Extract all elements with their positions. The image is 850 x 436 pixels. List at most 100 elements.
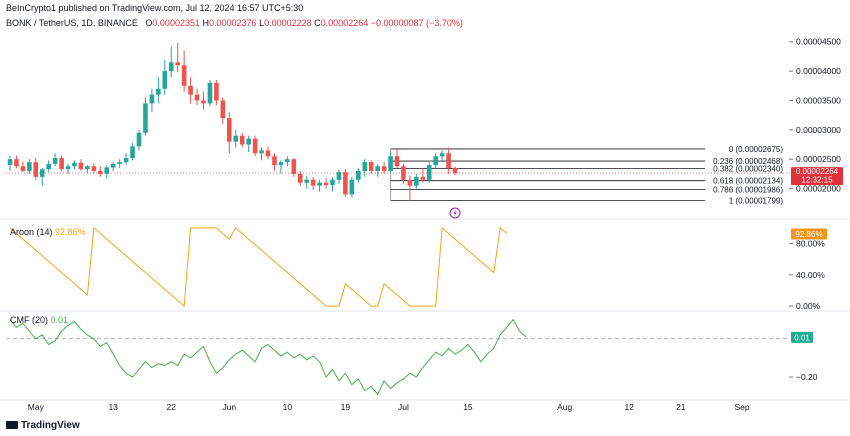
ohlc-open-label: O <box>145 18 153 28</box>
fib-level-label: 0 (0.00002675) <box>729 145 784 154</box>
tradingview-icon <box>6 421 18 429</box>
candle-body <box>65 166 71 170</box>
candle-body <box>330 179 335 186</box>
candlestick-series <box>7 42 458 201</box>
price-tag-box <box>791 167 843 186</box>
fib-level-label: 1 (0.00001799) <box>729 196 784 205</box>
ohlc-change: −0.00000087 (−3.70%) <box>370 18 463 28</box>
ohlc-low-value: 0.00002228 <box>264 18 312 28</box>
candle-body <box>356 170 361 180</box>
x-tick-label: Sep <box>735 402 750 412</box>
cmf-line <box>9 318 527 396</box>
x-tick-label: May <box>28 402 45 412</box>
tradingview-logo[interactable]: TradingView <box>6 420 80 431</box>
candle-body <box>349 179 355 195</box>
candle-body <box>14 159 19 167</box>
candle-body <box>336 172 342 180</box>
cmf-legend[interactable]: CMF (20) 0.01 <box>10 315 68 325</box>
candle-body <box>285 159 290 163</box>
candle-body <box>123 158 129 163</box>
ohlc-open-value: 0.00002351 <box>152 18 200 28</box>
cmf-tag-box <box>791 331 813 343</box>
cmf-legend-value: 0.01 <box>50 315 69 325</box>
candle-body <box>168 62 174 72</box>
y-tick-label: 0.00003500 <box>796 95 841 105</box>
candle-body <box>317 182 322 186</box>
candle-body <box>98 170 103 174</box>
ohlc-close-label: C <box>314 18 321 28</box>
candle-body <box>394 156 400 167</box>
price-tag-countdown: 12:32:15 <box>801 176 833 185</box>
candle-body <box>72 162 77 167</box>
candle-body <box>59 158 64 170</box>
candle-body <box>272 156 277 166</box>
candle-body <box>46 163 51 170</box>
candle-body <box>420 176 426 180</box>
cmf-tag-value: 0.01 <box>794 333 810 342</box>
ohlc-high-label: H <box>202 18 210 28</box>
candle-body <box>33 162 39 177</box>
candle-body <box>110 163 116 168</box>
candle-body <box>149 94 155 104</box>
candle-body <box>91 166 97 171</box>
aroon-legend-value: 92.86% <box>55 227 86 237</box>
candle-body <box>414 176 419 186</box>
symbol-ohlc-line: BONK / TetherUS, 1D, BINANCE O0.00002351… <box>6 18 463 28</box>
candle-body <box>433 156 438 166</box>
candle-body <box>227 118 232 142</box>
candle-body <box>388 156 393 171</box>
candle-body <box>291 159 297 174</box>
candle-body <box>162 71 168 89</box>
price-tag-value: 0.00002264 <box>796 167 839 176</box>
candle-body <box>252 138 258 154</box>
candle-body <box>246 138 251 145</box>
candle-body <box>181 65 187 86</box>
candle-body <box>7 159 13 166</box>
candle-body <box>39 169 45 177</box>
x-tick-label: 21 <box>676 402 686 412</box>
symbol-label: BONK / TetherUS, 1D, BINANCE <box>6 18 138 28</box>
aroon-title: Aroon (14) <box>10 227 53 237</box>
candle-body <box>136 132 142 147</box>
candle-body <box>201 100 206 104</box>
candle-body <box>407 179 413 186</box>
candle-body <box>20 166 26 171</box>
candle-body <box>439 153 445 157</box>
candle-body <box>156 88 161 95</box>
candle-body <box>362 162 368 171</box>
brand-label: TradingView <box>21 420 80 431</box>
aroon-legend[interactable]: Aroon (14) 92.86% <box>10 227 86 237</box>
fib-level-label: 0.786 (0.00001986) <box>713 185 783 194</box>
candle-body <box>207 82 213 104</box>
ohlc-high-value: 0.00002376 <box>209 18 257 28</box>
aroon-y-tick-label: 80.00% <box>796 239 825 249</box>
candle-body <box>27 162 32 171</box>
candle-body <box>446 153 451 168</box>
x-tick-label: 10 <box>283 402 293 412</box>
y-tick-label: 0.00004000 <box>796 66 841 76</box>
ohlc-low-label: L <box>259 18 265 28</box>
candle-body <box>78 162 84 170</box>
candle-body <box>239 135 245 145</box>
candle-body <box>426 165 432 180</box>
candle-body <box>175 62 180 66</box>
candle-body <box>194 94 200 101</box>
candle-body <box>117 162 122 164</box>
y-tick-label: 0.00002500 <box>796 154 841 164</box>
candle-body <box>130 146 135 159</box>
candle-body <box>323 182 329 186</box>
candle-body <box>297 173 303 183</box>
lightning-glyph <box>453 210 458 216</box>
candle-body <box>265 150 271 157</box>
candle-body <box>304 179 309 183</box>
aroon-line <box>9 226 507 308</box>
candle-body <box>343 172 348 195</box>
aroon-tag-value: 92.86% <box>795 230 822 239</box>
candle-body <box>188 85 193 95</box>
y-tick-label: 0.00003000 <box>796 125 841 135</box>
cmf-title: CMF (20) <box>10 315 48 325</box>
cmf-indicator <box>6 318 790 396</box>
candle-body <box>214 82 219 101</box>
